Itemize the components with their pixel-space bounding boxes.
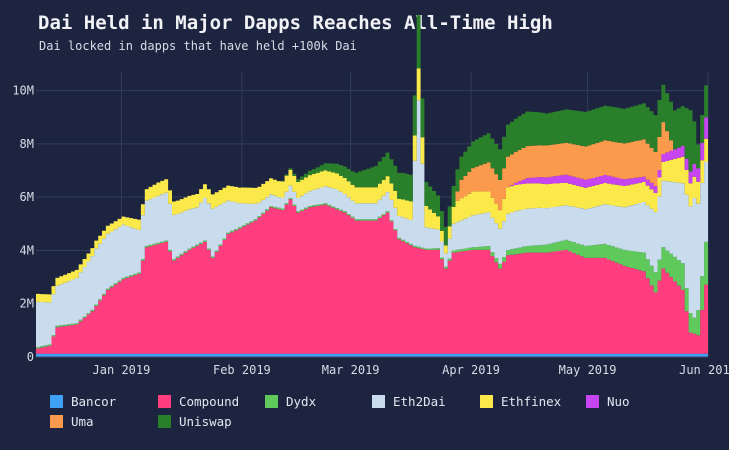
- series-area-ethfinex: [36, 68, 708, 303]
- legend-swatch-uniswap: [158, 415, 171, 428]
- legend-swatch-compound: [158, 395, 171, 408]
- legend-label-uma: Uma: [71, 414, 94, 429]
- legend-swatch-ethfinex: [480, 395, 493, 408]
- x-tick-label: Apr 2019: [442, 363, 500, 377]
- legend-label-dydx: Dydx: [286, 394, 317, 409]
- x-tick-label: Feb 2019: [213, 363, 271, 377]
- legend-label-ethfinex: Ethfinex: [501, 394, 562, 409]
- x-tick-label: Jun 2019: [679, 363, 729, 377]
- legend-swatch-eth2dai: [372, 395, 385, 408]
- x-tick-label: May 2019: [559, 363, 617, 377]
- legend-label-eth2dai: Eth2Dai: [393, 394, 446, 409]
- legend-item-nuo[interactable]: Nuo: [586, 394, 630, 409]
- series-area-nuo: [36, 68, 708, 295]
- y-tick-label: 6M: [20, 190, 34, 204]
- legend-item-bancor[interactable]: Bancor: [50, 394, 116, 409]
- legend-label-nuo: Nuo: [607, 394, 630, 409]
- legend-swatch-uma: [50, 415, 63, 428]
- x-tick-label: Jan 2019: [93, 363, 151, 377]
- series-area-bancor: [36, 353, 708, 357]
- legend-swatch-nuo: [586, 395, 599, 408]
- chart-subtitle: Dai locked in dapps that have held +100k…: [39, 39, 357, 53]
- legend-item-ethfinex[interactable]: Ethfinex: [480, 394, 561, 409]
- y-tick-label: 0: [27, 350, 34, 364]
- legend-swatch-dydx: [265, 395, 278, 408]
- legend-item-uniswap[interactable]: Uniswap: [158, 414, 232, 429]
- legend-item-dydx[interactable]: Dydx: [265, 394, 316, 409]
- legend-label-bancor: Bancor: [71, 394, 117, 409]
- legend-item-eth2dai[interactable]: Eth2Dai: [372, 394, 446, 409]
- legend-item-uma[interactable]: Uma: [50, 414, 94, 429]
- legend-item-compound[interactable]: Compound: [158, 394, 239, 409]
- series-area-compound: [36, 199, 708, 354]
- legend-label-uniswap: Uniswap: [179, 414, 232, 429]
- y-tick-label: 8M: [20, 137, 34, 151]
- x-tick-label: Mar 2019: [322, 363, 380, 377]
- series-area-eth2dai: [36, 100, 708, 348]
- legend-label-compound: Compound: [179, 394, 240, 409]
- y-tick-label: 4M: [20, 243, 34, 257]
- y-tick-label: 10M: [12, 84, 34, 98]
- legend-swatch-bancor: [50, 395, 63, 408]
- y-tick-label: 2M: [20, 297, 34, 311]
- chart-title: Dai Held in Major Dapps Reaches All-Time…: [38, 12, 553, 34]
- stacked-area-chart: 0 2M 4M 6M 8M 10M Jan 2019 Feb 2019 Mar 2019 Apr …: [12, 15, 729, 377]
